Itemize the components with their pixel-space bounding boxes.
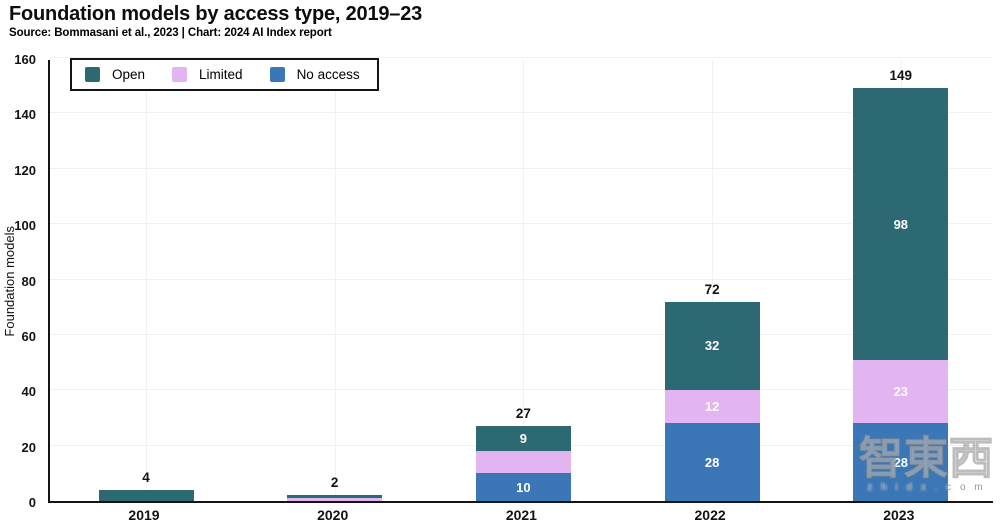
y-tick-label: 160: [14, 52, 36, 67]
bar-total-label: 149: [889, 68, 913, 84]
chart-source: Source: Bommasani et al., 2023 | Chart: …: [9, 27, 332, 39]
watermark-logo: 智東西: [858, 434, 994, 483]
gridline-v: [334, 60, 336, 501]
bar-total-label: 72: [704, 281, 720, 297]
x-tick-label-2023: 2023: [883, 507, 915, 523]
bar-segment-label: 98: [893, 216, 909, 232]
bar-segment-2023-no-access: 28: [853, 423, 949, 501]
y-tick-label: 40: [21, 384, 36, 400]
legend-label-no-access: No access: [296, 67, 360, 82]
bar-segment-label: 23: [893, 384, 909, 400]
gridline-h: [50, 333, 993, 335]
legend-item-no-access: No access: [269, 67, 360, 82]
y-tick-label: 100: [14, 218, 36, 234]
bar-segment-2022-limited: 12: [664, 390, 760, 424]
gridline-h: [50, 278, 993, 280]
gridline-v: [712, 60, 714, 501]
bar-segment-2020-limited: [287, 498, 383, 501]
y-tick-label: 140: [14, 107, 36, 123]
gridline-h: [50, 112, 993, 114]
legend-swatch-no-access-icon: [269, 67, 285, 82]
gridline-h: [50, 167, 993, 169]
legend: Open Limited No access: [70, 58, 379, 91]
bar-segment-label: 32: [704, 338, 720, 354]
bar-segment-2023-limited: 23: [853, 359, 949, 424]
bar-segment-2021-no-access: 10: [475, 473, 571, 501]
watermark: 智東西 z h i d x . c o m: [853, 434, 1000, 494]
y-tick-label: 20: [21, 439, 36, 455]
watermark-url: z h i d x . c o m: [867, 482, 986, 494]
bar-segment-2019-open: [98, 489, 194, 501]
bar-total-label: 2: [330, 475, 339, 491]
y-tick-labels: 0 20 40 60 80 100 120 140 160: [0, 52, 42, 510]
x-tick-labels: 2019 2020 2021 2022 2023: [48, 507, 993, 527]
x-tick-label-2020: 2020: [317, 507, 349, 523]
x-tick-label-2022: 2022: [694, 507, 726, 523]
y-tick-label: 0: [28, 495, 36, 510]
legend-item-limited: Limited: [172, 67, 243, 82]
bar-segment-label: 10: [516, 479, 531, 495]
x-tick-label-2021: 2021: [505, 507, 537, 523]
y-tick-label: 80: [21, 273, 36, 289]
gridline-h: [50, 389, 993, 391]
legend-label-open: Open: [112, 67, 146, 82]
gridline-v: [146, 60, 147, 501]
x-tick-label-2019: 2019: [128, 507, 160, 523]
bar-segment-2021-limited: [475, 451, 571, 474]
legend-swatch-limited-icon: [172, 67, 188, 82]
bar-segment-2022-open: 32: [664, 301, 760, 391]
bar-segment-label: 28: [704, 454, 720, 470]
legend-swatch-open-icon: [85, 67, 100, 82]
bar-segment-label: 28: [893, 454, 909, 470]
legend-item-open: Open: [85, 67, 145, 82]
gridline-v: [523, 60, 525, 501]
plot-area: Open Limited No access 4 2 10 9 27 28 12 32 72 28…: [48, 57, 993, 503]
y-tick-label: 60: [21, 328, 36, 344]
y-tick-label: 120: [14, 162, 36, 178]
page-title: Foundation models by access type, 2019–2…: [9, 3, 423, 25]
gridline-h: [50, 223, 993, 225]
bar-segment-2021-open: 9: [475, 426, 571, 452]
legend-label-limited: Limited: [199, 67, 243, 82]
bar-total-label: 4: [142, 469, 150, 485]
bar-segment-2020-open: [287, 495, 383, 499]
gridline-h: [50, 57, 993, 58]
bar-segment-label: 9: [519, 431, 527, 447]
bar-total-label: 27: [515, 406, 531, 422]
bar-segment-label: 12: [704, 399, 720, 415]
bar-segment-2022-no-access: 28: [664, 423, 760, 501]
bar-segment-2023-open: 98: [853, 88, 949, 360]
